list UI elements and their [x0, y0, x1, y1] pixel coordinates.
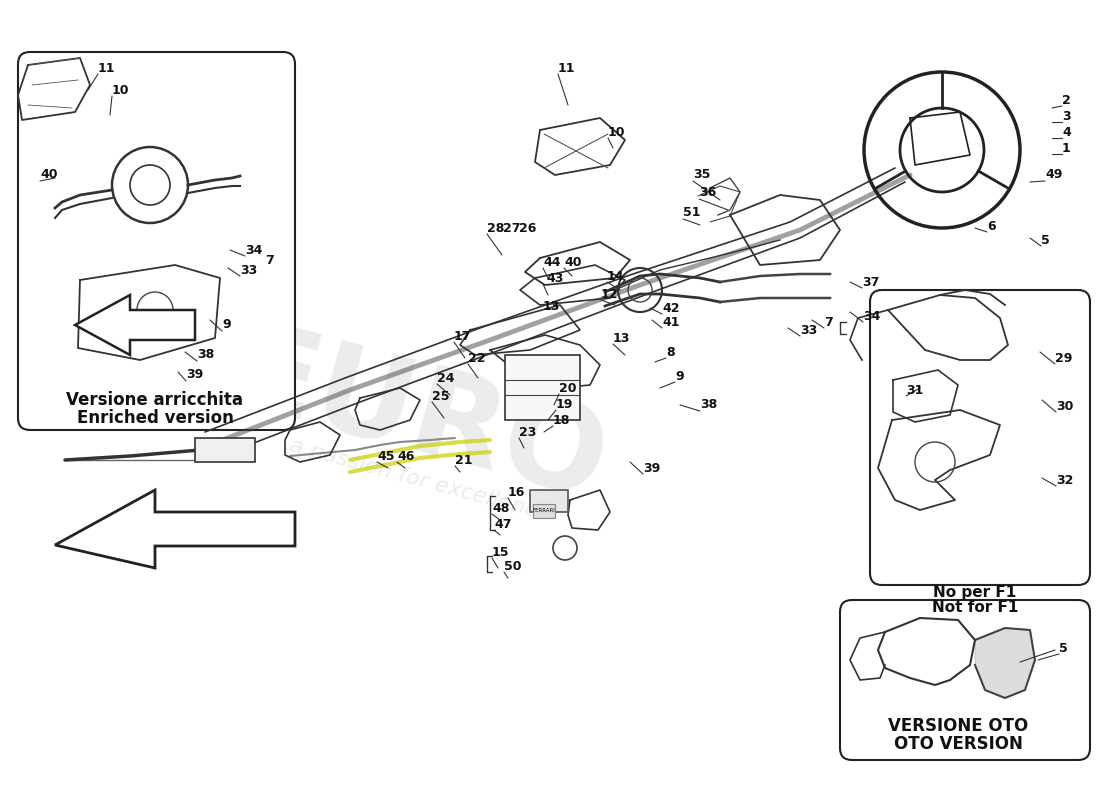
Text: 50: 50 — [504, 559, 521, 573]
Text: 4: 4 — [1062, 126, 1070, 138]
Text: 41: 41 — [662, 315, 680, 329]
Text: 39: 39 — [644, 462, 660, 474]
Text: 5: 5 — [1059, 642, 1068, 654]
FancyBboxPatch shape — [530, 490, 568, 512]
FancyBboxPatch shape — [870, 290, 1090, 585]
Text: 44: 44 — [543, 255, 561, 269]
Text: 46: 46 — [397, 450, 415, 462]
FancyBboxPatch shape — [505, 355, 580, 420]
Text: 9: 9 — [222, 318, 231, 331]
Text: 14: 14 — [607, 270, 625, 282]
Text: 30: 30 — [1056, 399, 1074, 413]
Text: 16: 16 — [508, 486, 526, 498]
Text: 49: 49 — [1045, 169, 1063, 182]
Text: 43: 43 — [546, 271, 563, 285]
FancyBboxPatch shape — [534, 504, 556, 518]
Text: Versione arricchita: Versione arricchita — [66, 391, 243, 409]
Text: 20: 20 — [559, 382, 576, 394]
Polygon shape — [75, 295, 195, 355]
Text: 8: 8 — [666, 346, 674, 358]
Text: 13: 13 — [543, 299, 560, 313]
Text: No per F1: No per F1 — [934, 585, 1016, 599]
Text: 35: 35 — [693, 169, 711, 182]
Text: 47: 47 — [494, 518, 512, 530]
Text: 42: 42 — [662, 302, 680, 314]
Text: 48: 48 — [492, 502, 509, 514]
Text: 39: 39 — [186, 369, 204, 382]
Text: 21: 21 — [455, 454, 473, 466]
Text: 31: 31 — [906, 383, 923, 397]
Text: 51: 51 — [683, 206, 701, 219]
Text: Not for F1: Not for F1 — [932, 601, 1019, 615]
Text: FERRARI: FERRARI — [532, 509, 556, 514]
Text: 3: 3 — [1062, 110, 1070, 122]
Text: 33: 33 — [240, 263, 257, 277]
Text: 17: 17 — [454, 330, 472, 342]
Text: 45: 45 — [377, 450, 395, 462]
Text: 9: 9 — [675, 370, 683, 382]
Text: 38: 38 — [700, 398, 717, 411]
Text: 5: 5 — [1041, 234, 1049, 246]
Text: 7: 7 — [265, 254, 274, 266]
Text: 27: 27 — [503, 222, 520, 234]
Text: Enriched version: Enriched version — [77, 409, 233, 427]
Text: 6: 6 — [987, 219, 996, 233]
Text: 32: 32 — [1056, 474, 1074, 486]
Text: a passion for excellence: a passion for excellence — [287, 435, 552, 525]
Text: 11: 11 — [558, 62, 575, 74]
FancyBboxPatch shape — [18, 52, 295, 430]
FancyBboxPatch shape — [195, 438, 255, 462]
Polygon shape — [975, 628, 1035, 698]
Polygon shape — [55, 490, 295, 568]
Text: 1: 1 — [1062, 142, 1070, 154]
Text: VERSIONE OTO: VERSIONE OTO — [888, 717, 1028, 735]
Text: 33: 33 — [800, 323, 817, 337]
Text: 7: 7 — [824, 315, 833, 329]
Text: 2: 2 — [1062, 94, 1070, 106]
Text: 22: 22 — [468, 351, 485, 365]
Text: 26: 26 — [519, 222, 537, 234]
Text: 24: 24 — [437, 371, 454, 385]
Text: 34: 34 — [864, 310, 880, 322]
Text: 10: 10 — [112, 83, 130, 97]
Text: 25: 25 — [432, 390, 450, 402]
Text: 40: 40 — [40, 169, 57, 182]
Text: 13: 13 — [613, 331, 630, 345]
Text: 28: 28 — [487, 222, 505, 234]
Text: 10: 10 — [608, 126, 626, 138]
Text: 18: 18 — [553, 414, 571, 426]
Text: 12: 12 — [601, 287, 618, 301]
Text: 34: 34 — [245, 243, 263, 257]
Text: 36: 36 — [698, 186, 716, 199]
Text: 15: 15 — [492, 546, 509, 558]
Text: 11: 11 — [98, 62, 116, 74]
Text: OTO VERSION: OTO VERSION — [893, 735, 1022, 753]
Text: 38: 38 — [197, 349, 215, 362]
Text: 23: 23 — [519, 426, 537, 438]
Text: 29: 29 — [1055, 351, 1072, 365]
Text: 40: 40 — [564, 255, 582, 269]
Text: EURO: EURO — [221, 314, 619, 526]
Text: 19: 19 — [556, 398, 573, 410]
FancyBboxPatch shape — [840, 600, 1090, 760]
Text: 37: 37 — [862, 275, 879, 289]
